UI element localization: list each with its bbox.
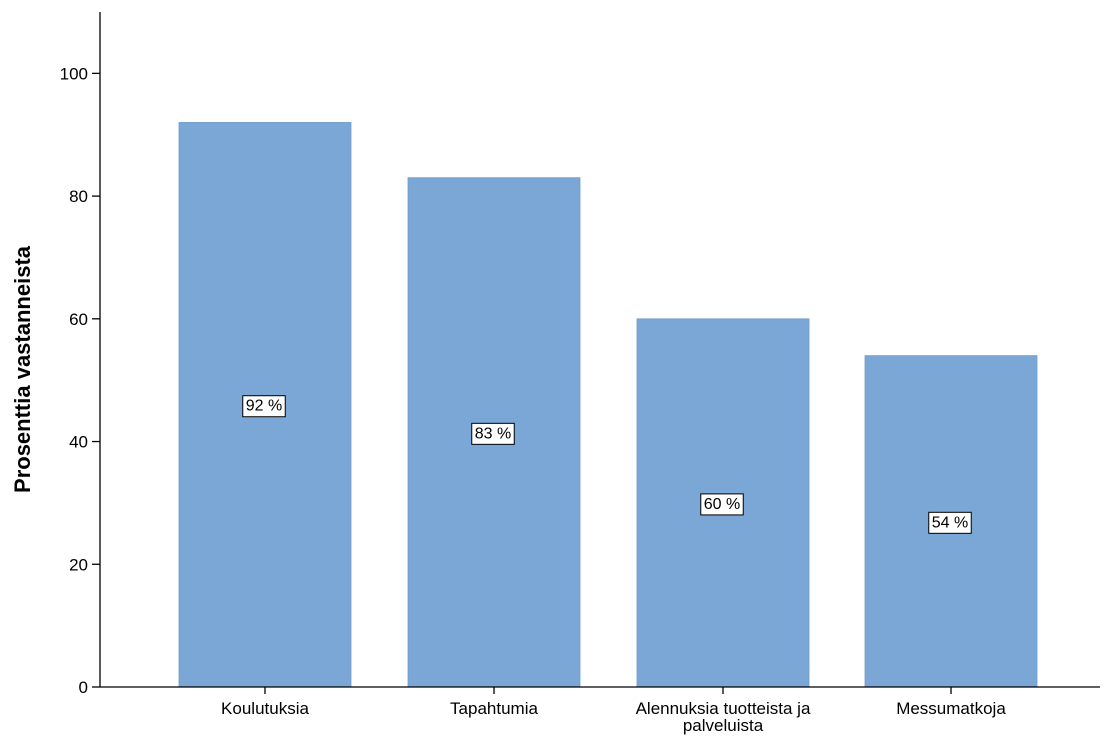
data-label-text: 54 % xyxy=(932,514,968,531)
x-tick-label-line: Messumatkoja xyxy=(896,699,1006,718)
data-label-box xyxy=(928,511,972,534)
y-tick-label: 40 xyxy=(69,433,88,452)
data-label: 60 % xyxy=(700,493,744,516)
data-label-box xyxy=(471,422,515,445)
data-label: 92 % xyxy=(242,395,286,418)
bars-group xyxy=(178,122,1038,688)
y-ticks-group: 0 20 40 60 80 100 xyxy=(60,64,100,697)
data-label-text: 83 % xyxy=(475,425,511,442)
data-labels-group: 92 % 83 % 60 % 54 % xyxy=(242,395,972,534)
y-tick-label: 80 xyxy=(69,187,88,206)
data-label: 54 % xyxy=(928,511,972,534)
y-tick-label: 60 xyxy=(69,310,88,329)
x-tick-label-line: Koulutuksia xyxy=(221,699,309,718)
data-label-box xyxy=(700,493,744,516)
y-axis-title: Prosenttia vastanneista xyxy=(10,245,35,493)
y-tick-label: 20 xyxy=(69,555,88,574)
data-label: 83 % xyxy=(471,422,515,445)
x-ticks-group: Koulutuksia Tapahtumia Alennuksia tuotteis… xyxy=(221,687,1006,735)
x-tick-label: Koulutuksia xyxy=(221,699,309,718)
y-tick-label: 100 xyxy=(60,64,88,83)
x-tick-label: Messumatkoja xyxy=(896,699,1006,718)
x-tick-label-line: Tapahtumia xyxy=(450,699,538,718)
data-label-box xyxy=(242,395,286,418)
x-tick-label-line: Alennuksia tuotteista ja xyxy=(636,699,811,718)
y-tick-label: 0 xyxy=(79,678,88,697)
x-tick-label-line: palveluista xyxy=(683,716,764,735)
x-tick-label: Tapahtumia xyxy=(450,699,538,718)
data-label-text: 60 % xyxy=(704,496,740,513)
x-tick-label: Alennuksia tuotteista ja palveluista xyxy=(636,699,811,735)
axes-group xyxy=(99,12,1100,688)
data-label-text: 92 % xyxy=(246,398,282,415)
